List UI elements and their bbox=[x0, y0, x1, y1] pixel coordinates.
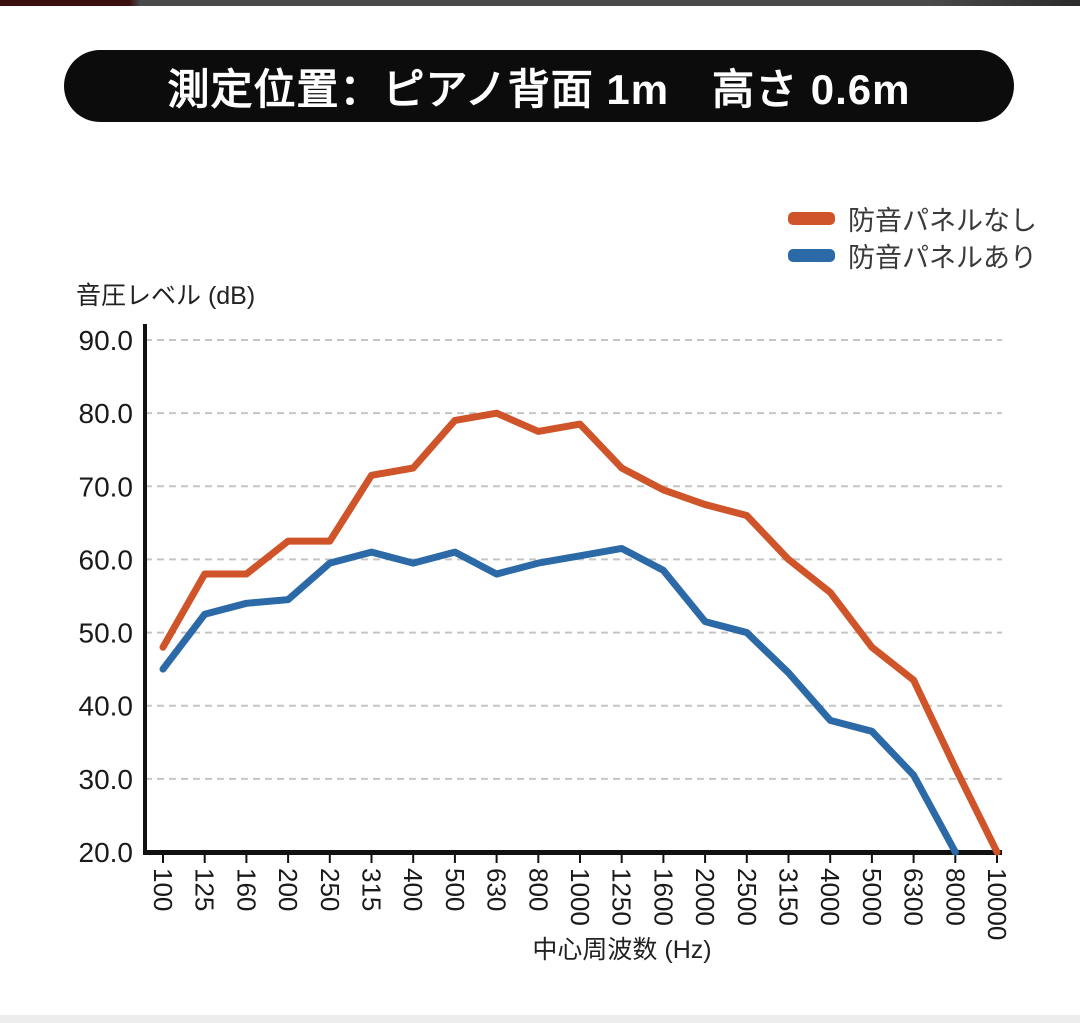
y-tick-label: 90.0 bbox=[79, 325, 134, 356]
y-tick-label: 80.0 bbox=[79, 398, 134, 429]
x-tick-label: 6300 bbox=[899, 868, 929, 926]
x-tick-label: 500 bbox=[440, 868, 470, 911]
x-axis-title: 中心周波数 (Hz) bbox=[532, 936, 712, 964]
x-tick-label: 3150 bbox=[774, 868, 804, 926]
y-tick-label: 20.0 bbox=[79, 837, 134, 868]
x-tick-label: 100 bbox=[148, 868, 178, 911]
x-tick-label: 315 bbox=[357, 868, 387, 911]
y-tick-label: 30.0 bbox=[79, 764, 134, 795]
x-tick-label: 1600 bbox=[648, 868, 678, 926]
chart-legend: 防音パネルなし 防音パネルあり bbox=[788, 200, 1037, 274]
x-tick-label: 800 bbox=[523, 868, 553, 911]
x-tick-label: 160 bbox=[231, 868, 261, 911]
x-tick-label: 2000 bbox=[690, 868, 720, 926]
x-tick-label: 1250 bbox=[607, 868, 637, 926]
x-tick-label: 400 bbox=[398, 868, 428, 911]
x-tick-label: 4000 bbox=[815, 868, 845, 926]
photo-top-edge-strip bbox=[0, 0, 1080, 6]
y-tick-label: 50.0 bbox=[79, 618, 134, 649]
title-banner: 測定位置：ピアノ背面 1m 高さ 0.6m bbox=[64, 50, 1014, 122]
y-tick-label: 40.0 bbox=[79, 691, 134, 722]
legend-swatch-orange bbox=[788, 212, 835, 225]
x-tick-label: 10000 bbox=[982, 868, 1012, 940]
series-line bbox=[159, 409, 1001, 856]
legend-item-with-panel: 防音パネルあり bbox=[788, 237, 1037, 274]
y-tick-label: 70.0 bbox=[79, 471, 134, 502]
legend-swatch-blue bbox=[788, 249, 835, 262]
legend-label-no-panel: 防音パネルなし bbox=[848, 206, 1037, 236]
series-line bbox=[159, 544, 959, 856]
photo-bottom-edge-strip bbox=[0, 1015, 1080, 1023]
x-tick-label: 200 bbox=[273, 868, 303, 911]
x-tick-label: 5000 bbox=[857, 868, 887, 926]
x-tick-label: 250 bbox=[315, 868, 345, 911]
legend-item-no-panel: 防音パネルなし bbox=[788, 200, 1037, 237]
page-title: 測定位置：ピアノ背面 1m 高さ 0.6m bbox=[167, 65, 911, 113]
y-axis-title: 音圧レベル (dB) bbox=[76, 282, 256, 310]
x-tick-label: 125 bbox=[190, 868, 220, 911]
x-tick-label: 8000 bbox=[940, 868, 970, 926]
x-tick-label: 630 bbox=[482, 868, 512, 911]
legend-label-with-panel: 防音パネルあり bbox=[848, 243, 1037, 273]
y-tick-label: 60.0 bbox=[79, 544, 134, 575]
x-tick-label: 2500 bbox=[732, 868, 762, 926]
x-tick-label: 1000 bbox=[565, 868, 595, 926]
